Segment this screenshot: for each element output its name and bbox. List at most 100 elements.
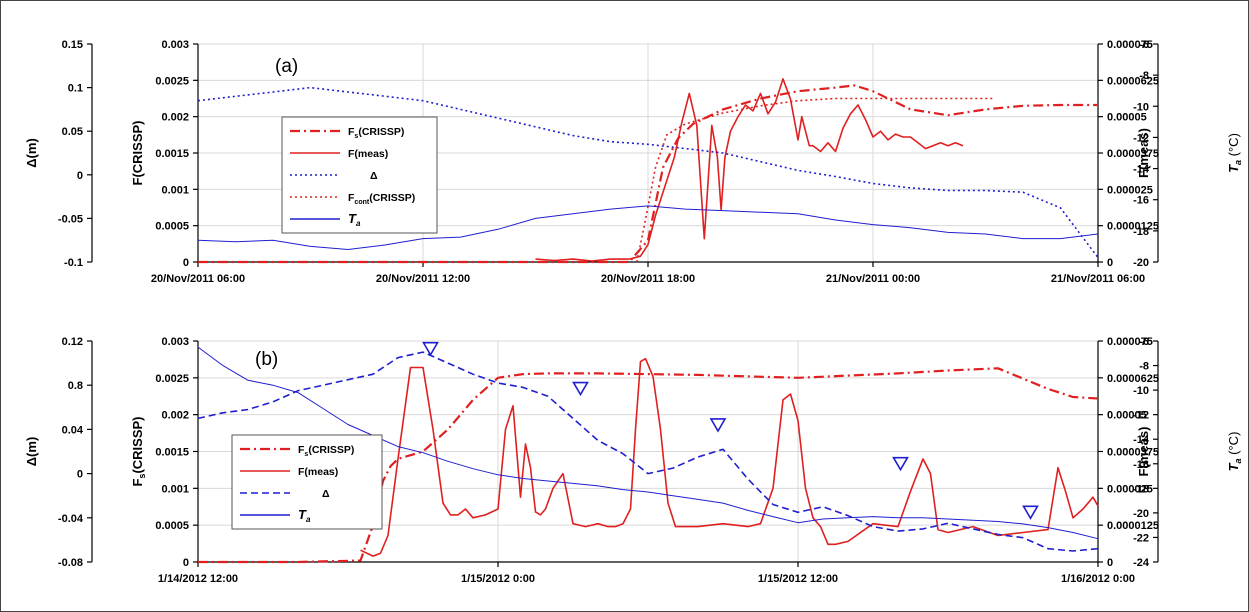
chart-panel-a: 0.15 0.1 0.05 0 -0.05 -0.1 0.003 0.0025 0.002 0.0…	[24, 39, 1243, 285]
right-inner-tick-label: 0.0000375	[1107, 148, 1159, 160]
legend-label-fs: Fs(CRISSP)	[298, 444, 354, 458]
right-inner-tick-label: 0.00005	[1107, 112, 1147, 124]
left-outer-tick-label: 0.8	[68, 380, 83, 392]
right-outer-tick-label: -14	[1133, 164, 1150, 176]
left-inner-tick-label: 0	[183, 557, 189, 569]
right-outer-axis-label: Ta (°C)	[1226, 432, 1243, 472]
series-line-ta	[197, 346, 1099, 540]
x-tick-label: 20/Nov/2011 12:00	[376, 273, 470, 285]
right-inner-tick-label: 0.0000625	[1107, 75, 1159, 87]
right-inner-tick-label: 0	[1107, 557, 1113, 569]
legend-label-ta: Ta	[348, 211, 361, 228]
legend-label-ta: Ta	[298, 507, 311, 524]
series-line-delta	[197, 351, 1099, 552]
right-outer-tick-label: -16	[1133, 459, 1149, 471]
x-tick-label: 20/Nov/2011 18:00	[601, 273, 695, 285]
left-inner-tick-label: 0.002	[161, 112, 189, 124]
delta-marker-triangle	[1022, 505, 1039, 520]
right-outer-tick-label: -8	[1139, 70, 1149, 82]
right-inner-tick-label: 0.000025	[1107, 184, 1153, 196]
left-outer-tick-label: -0.1	[64, 257, 83, 269]
right-inner-tick-label: 0.0000125	[1107, 221, 1159, 233]
x-tick-label: 1/14/2012 12:00	[158, 573, 238, 585]
right-outer-tick-label: -14	[1133, 434, 1150, 446]
left-outer-axis-label: Δ(m)	[24, 437, 39, 467]
left-outer-tick-label: 0.12	[62, 336, 83, 348]
left-inner-axis-label: Fs(CRISSP)	[130, 416, 147, 486]
left-outer-tick-label: 0.1	[68, 83, 83, 95]
right-inner-tick-label: 0	[1107, 257, 1113, 269]
right-outer-tick-label: -20	[1133, 257, 1149, 269]
left-outer-tick-label: 0	[77, 469, 83, 481]
legend-label-delta: Δ	[322, 488, 330, 500]
series-line-delta	[197, 86, 1099, 259]
left-inner-tick-label: 0.001	[161, 184, 189, 196]
left-outer-tick-label: -0.05	[58, 213, 83, 225]
legend-box	[281, 116, 438, 234]
left-inner-tick-label: 0.0005	[155, 221, 189, 233]
delta-marker-triangle	[422, 341, 439, 357]
x-tick-label: 1/16/2012 0:00	[1061, 573, 1135, 585]
right-outer-tick-label: -18	[1133, 483, 1149, 495]
right-outer-tick-label: -16	[1133, 195, 1149, 207]
right-outer-tick-label: -6	[1139, 39, 1149, 51]
left-outer-tick-label: -0.08	[58, 557, 83, 569]
right-outer-tick-label: -18	[1133, 226, 1149, 238]
delta-marker-triangle	[709, 418, 727, 433]
series-line-fmeas	[535, 78, 964, 262]
series-line-fs	[198, 84, 1098, 264]
right-inner-tick-label: 0.000075	[1107, 336, 1153, 348]
right-outer-tick-label: -20	[1133, 508, 1149, 520]
panel-label: (b)	[255, 349, 278, 370]
left-inner-tick-label: 0.001	[161, 483, 189, 495]
x-tick-label: 1/15/2012 0:00	[461, 573, 535, 585]
x-tick-label: 21/Nov/2011 06:00	[1051, 273, 1145, 285]
legend-label-fcont: Fcont(CRISSP)	[348, 192, 415, 206]
right-inner-tick-label: 0.0000625	[1107, 373, 1159, 385]
right-outer-tick-label: -12	[1133, 410, 1149, 422]
right-outer-tick-label: -12	[1133, 132, 1149, 144]
right-outer-tick-label: -22	[1133, 532, 1149, 544]
series-line-fs	[198, 367, 1099, 564]
right-inner-tick-label: 0.000025	[1107, 483, 1153, 495]
chart-panel-b: 0.12 0.8 0.04 0 -0.04 -0.08 0.003 0.0025 0.002 0.…	[24, 336, 1243, 585]
right-inner-axis-label: F(meas)	[1136, 427, 1151, 477]
right-inner-tick-label: 0.0000125	[1107, 520, 1159, 532]
left-inner-tick-label: 0.003	[161, 39, 189, 51]
right-inner-tick-label: 0.0000375	[1107, 447, 1159, 459]
left-inner-axis-label: F(CRISSP)	[130, 121, 145, 186]
panel-label: (a)	[275, 56, 298, 77]
left-inner-tick-label: 0.0015	[155, 447, 189, 459]
legend-label-delta: Δ	[370, 170, 378, 182]
x-tick-label: 20/Nov/2011 06:00	[151, 273, 245, 285]
delta-marker-triangle	[892, 456, 909, 472]
legend-label-fs: Fs(CRISSP)	[348, 126, 404, 140]
left-inner-tick-label: 0	[183, 257, 189, 269]
left-outer-tick-label: 0.15	[62, 39, 83, 51]
right-outer-tick-label: -24	[1133, 557, 1150, 569]
right-inner-tick-label: 0.000075	[1107, 39, 1153, 51]
left-inner-tick-label: 0.0025	[155, 373, 189, 385]
legend-label-fmeas: F(meas)	[348, 148, 388, 160]
right-inner-tick-label: 0.00005	[1107, 410, 1147, 422]
left-outer-tick-label: 0.04	[62, 424, 84, 436]
right-outer-axis-label: Ta (°C)	[1226, 133, 1243, 173]
left-inner-tick-label: 0.002	[161, 410, 189, 422]
x-tick-label: 21/Nov/2011 00:00	[826, 273, 920, 285]
right-outer-tick-label: -6	[1139, 336, 1149, 348]
left-inner-tick-label: 0.0025	[155, 75, 189, 87]
left-inner-tick-label: 0.003	[161, 336, 189, 348]
delta-marker-triangle	[572, 381, 589, 397]
left-outer-tick-label: 0	[77, 170, 83, 182]
x-tick-label: 1/15/2012 12:00	[758, 573, 838, 585]
legend-label-fmeas: F(meas)	[298, 466, 338, 478]
series-line-fcont	[636, 97, 993, 263]
left-outer-axis-label: Δ(m)	[24, 138, 39, 168]
series-line-ta	[197, 205, 1099, 250]
left-inner-tick-label: 0.0015	[155, 148, 189, 160]
left-outer-tick-label: -0.04	[58, 513, 84, 525]
series-line-fmeas	[360, 357, 1099, 557]
right-outer-tick-label: -10	[1133, 101, 1149, 113]
